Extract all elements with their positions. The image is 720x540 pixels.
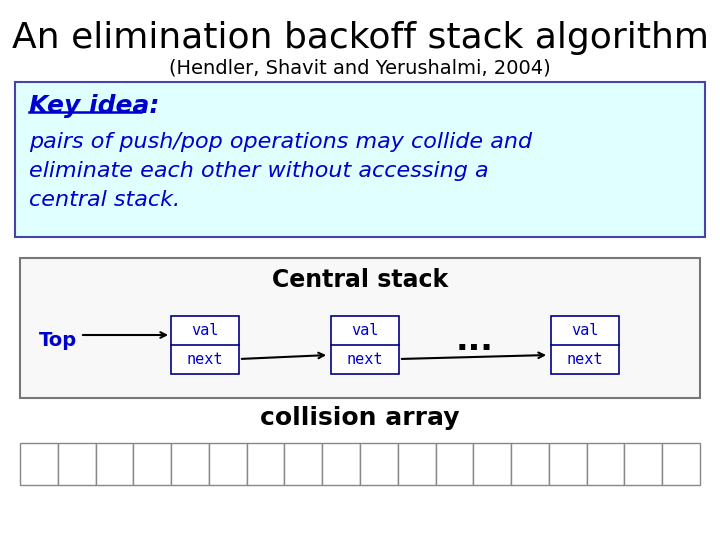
Text: collision array: collision array xyxy=(260,406,460,430)
Text: next: next xyxy=(567,352,603,367)
Text: Key idea:: Key idea: xyxy=(29,94,159,118)
Bar xyxy=(360,443,397,485)
Bar xyxy=(171,316,239,374)
Bar xyxy=(473,443,511,485)
Bar xyxy=(331,316,399,374)
Text: pairs of push/pop operations may collide and
eliminate each other without access: pairs of push/pop operations may collide… xyxy=(29,132,532,210)
Bar xyxy=(549,443,587,485)
Bar xyxy=(58,443,96,485)
Bar xyxy=(551,316,619,374)
Bar xyxy=(171,443,209,485)
Text: Top: Top xyxy=(39,332,77,350)
Text: ...: ... xyxy=(456,325,494,357)
Bar xyxy=(133,443,171,485)
Bar xyxy=(511,443,549,485)
Bar xyxy=(323,443,360,485)
Bar xyxy=(96,443,133,485)
Bar xyxy=(436,443,473,485)
Bar xyxy=(209,443,247,485)
Text: val: val xyxy=(351,323,379,338)
Text: (Hendler, Shavit and Yerushalmi, 2004): (Hendler, Shavit and Yerushalmi, 2004) xyxy=(169,58,551,78)
Bar xyxy=(624,443,662,485)
Text: val: val xyxy=(571,323,599,338)
Bar xyxy=(15,82,705,237)
Text: next: next xyxy=(347,352,383,367)
Bar xyxy=(284,443,323,485)
Bar xyxy=(587,443,624,485)
Bar xyxy=(20,443,58,485)
Bar xyxy=(20,258,700,398)
Bar xyxy=(662,443,700,485)
Text: val: val xyxy=(192,323,219,338)
Text: Central stack: Central stack xyxy=(272,268,448,292)
Bar xyxy=(397,443,436,485)
Text: next: next xyxy=(186,352,223,367)
Bar xyxy=(247,443,284,485)
Text: An elimination backoff stack algorithm: An elimination backoff stack algorithm xyxy=(12,21,708,55)
